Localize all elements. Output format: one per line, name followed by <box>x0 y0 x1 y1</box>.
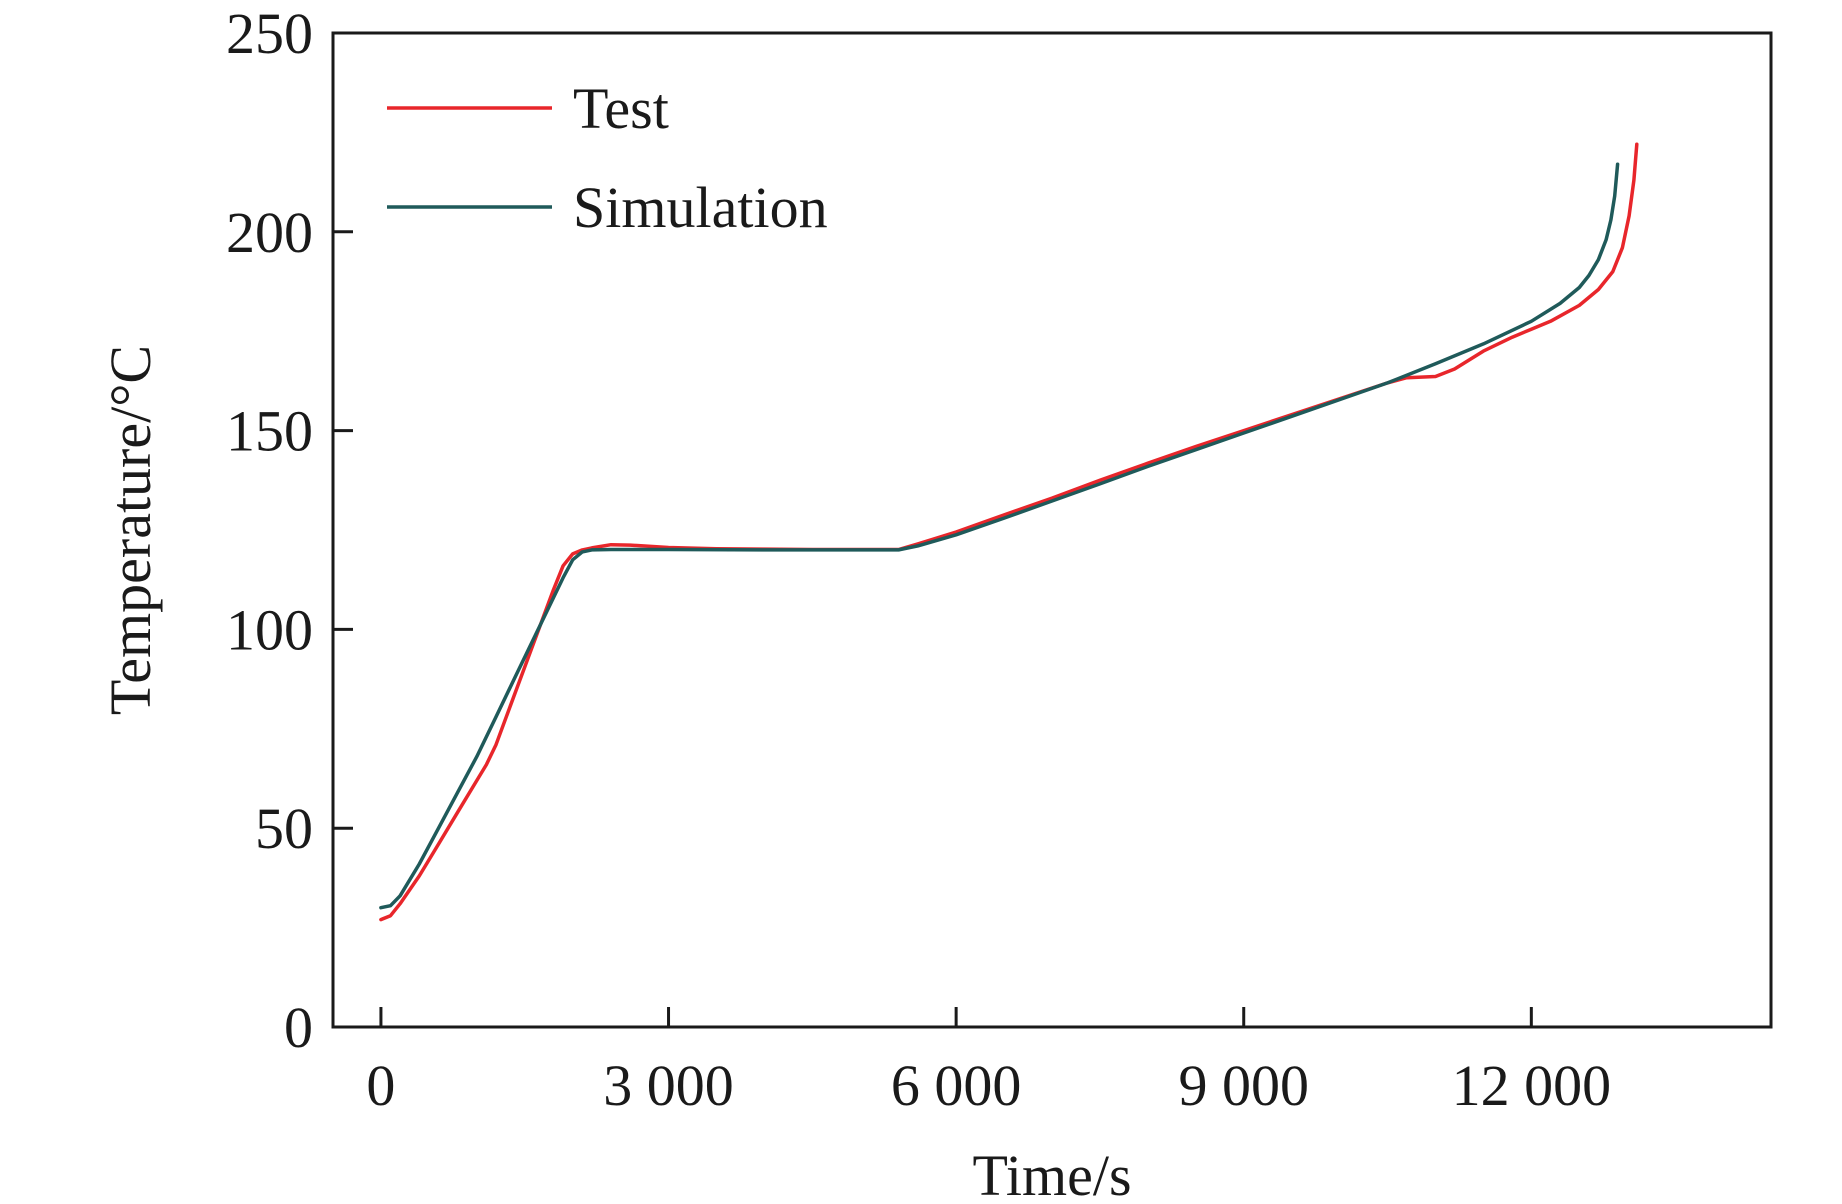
y-tick-label: 50 <box>255 796 313 861</box>
x-tick-label: 12 000 <box>1452 1053 1612 1118</box>
plot-area-frame <box>331 31 1773 1029</box>
y-axis-ticks: 0 50 100 150 200 250 <box>226 1 353 1060</box>
x-axis-title: Time/s <box>972 1143 1131 1204</box>
legend-simulation-label: Simulation <box>573 175 828 240</box>
series-line-test <box>379 142 1639 922</box>
x-tick-label: 0 <box>366 1053 395 1118</box>
y-tick-label: 100 <box>226 597 313 662</box>
x-tick-label: 9 000 <box>1178 1053 1309 1118</box>
y-tick-label: 250 <box>226 1 313 66</box>
y-tick-label: 0 <box>284 995 313 1060</box>
x-tick-label: 6 000 <box>891 1053 1022 1118</box>
y-tick-label: 150 <box>226 399 313 464</box>
series-layer <box>379 142 1639 922</box>
series-line-simulation <box>379 162 1620 910</box>
y-tick-label: 200 <box>226 200 313 265</box>
x-tick-label: 3 000 <box>603 1053 734 1118</box>
y-axis-title: Temperature/°C <box>98 345 163 715</box>
legend: Test Simulation <box>387 76 828 240</box>
legend-test-label: Test <box>573 76 669 141</box>
x-axis-ticks: 0 3 000 6 000 9 000 12 000 <box>366 1007 1611 1118</box>
